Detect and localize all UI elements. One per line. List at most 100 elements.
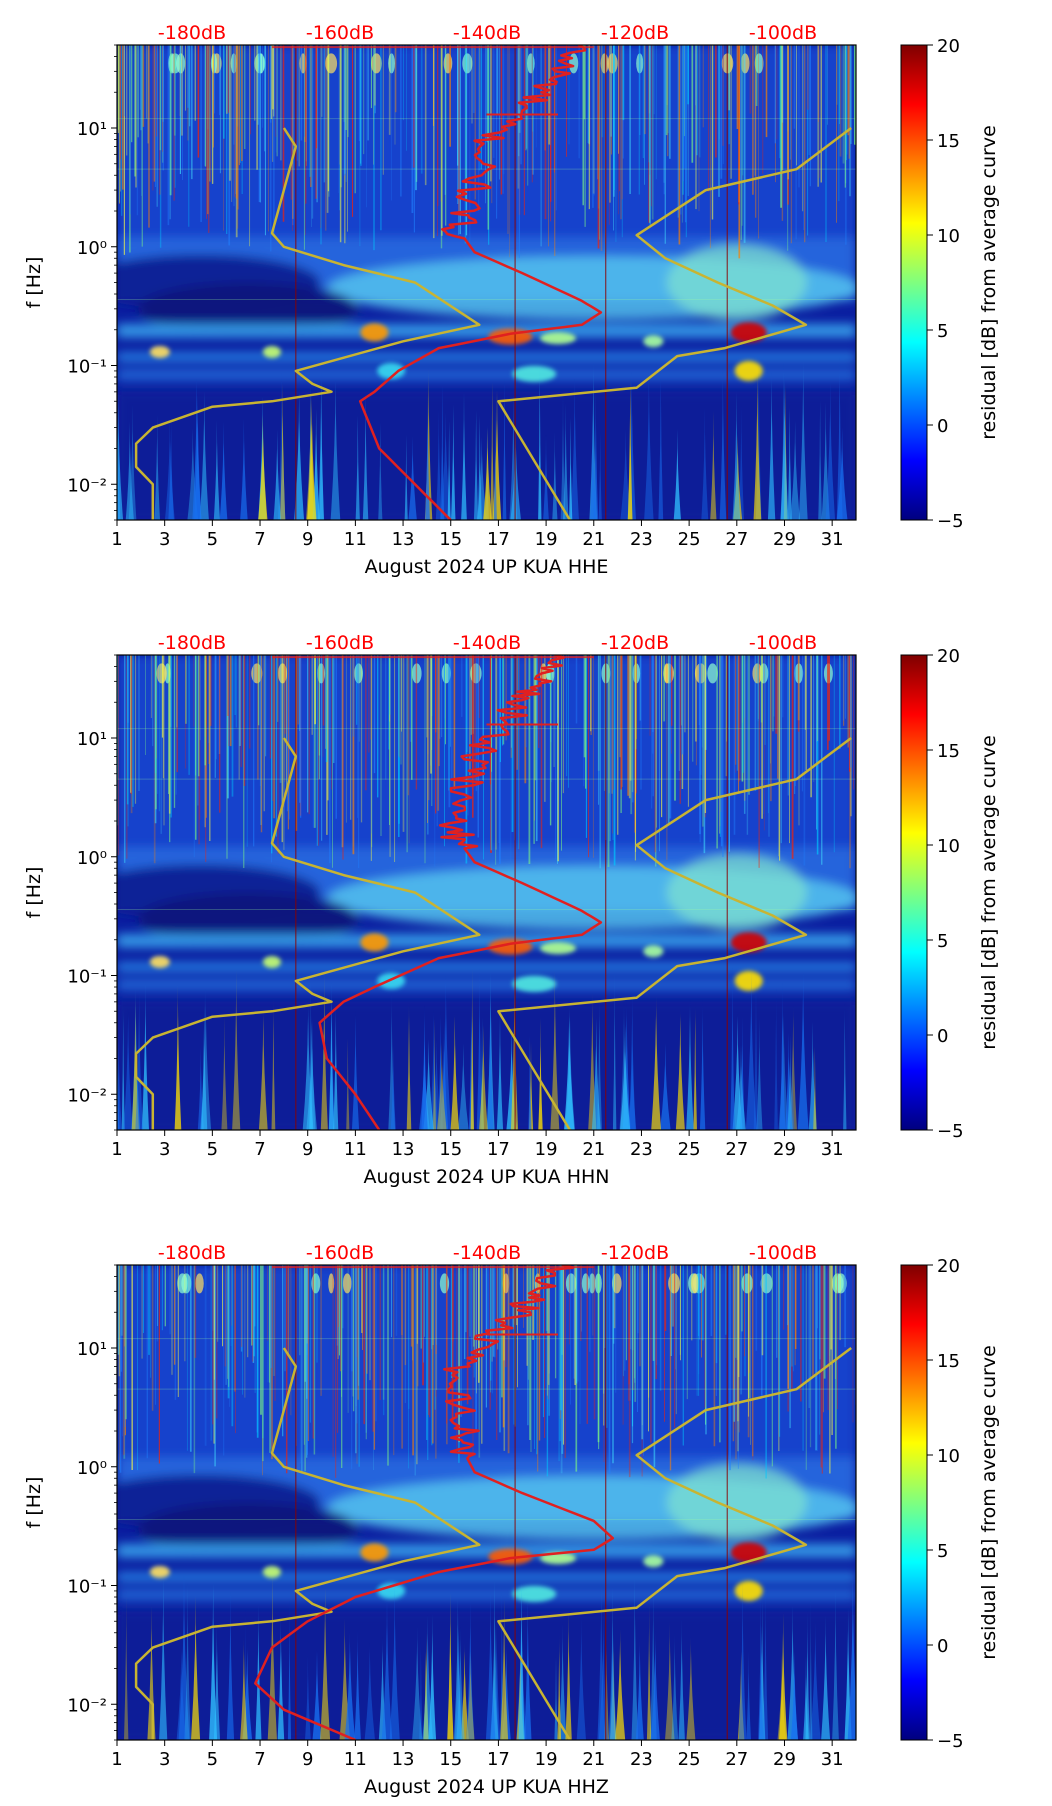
colorbar-tick-label: 0 bbox=[937, 1026, 948, 1047]
x-tick-label: 19 bbox=[535, 529, 558, 550]
spectrogram-panel-hhz: 1 3 5 7 9 11 13 15 17 19 21 23 25 27 29 3110⁻²10⁻¹10⁰10… bbox=[23, 1242, 860, 1798]
y-tick-label: 10⁰ bbox=[77, 1458, 107, 1479]
colorbar-tick-label: 20 bbox=[937, 646, 960, 667]
colorbar-tick-label: −5 bbox=[937, 1731, 964, 1752]
x-tick-label: 9 bbox=[302, 1139, 313, 1160]
x-axis-label: August 2024 UP KUA HHE bbox=[365, 556, 609, 578]
x-axis-label: August 2024 UP KUA HHZ bbox=[364, 1776, 609, 1798]
y-tick-label: 10⁻² bbox=[67, 1085, 107, 1106]
colorbar-tick-label: 0 bbox=[937, 416, 948, 437]
x-tick-label: 13 bbox=[392, 1139, 415, 1160]
y-tick-label: 10⁻² bbox=[67, 475, 107, 496]
y-tick-label: 10¹ bbox=[77, 1339, 107, 1360]
x-tick-label: 31 bbox=[821, 1749, 844, 1770]
y-tick-label: 10⁻¹ bbox=[67, 1577, 107, 1598]
x-tick-label: 15 bbox=[439, 1139, 462, 1160]
y-axis-label: f [Hz] bbox=[23, 1477, 45, 1529]
db-level-label: -160dB bbox=[306, 632, 374, 654]
db-level-label: -100dB bbox=[749, 1242, 817, 1264]
colorbar-tick-label: 5 bbox=[937, 931, 948, 952]
x-tick-label: 29 bbox=[773, 1749, 796, 1770]
x-tick-label: 31 bbox=[821, 1139, 844, 1160]
x-tick-label: 11 bbox=[344, 1749, 367, 1770]
x-tick-label: 11 bbox=[344, 1139, 367, 1160]
x-tick-label: 13 bbox=[392, 1749, 415, 1770]
spectrogram-panel-hhe: 1 3 5 7 9 11 13 15 17 19 21 23 25 27 29 3110⁻²10⁻¹10⁰10… bbox=[23, 22, 860, 578]
colorbar-tick-label: 0 bbox=[937, 1636, 948, 1657]
x-tick-label: 3 bbox=[159, 529, 170, 550]
x-tick-label: 21 bbox=[582, 1139, 605, 1160]
x-tick-label: 3 bbox=[159, 1749, 170, 1770]
spectrogram-heatmap bbox=[80, 1265, 859, 1740]
colorbar: 20 15 10 5 0 −5 residual [dB] from average cur… bbox=[901, 1256, 1000, 1752]
colorbar-tick-label: 10 bbox=[937, 1446, 960, 1467]
x-tick-label: 19 bbox=[535, 1139, 558, 1160]
spectrogram-panel-hhn: 1 3 5 7 9 11 13 15 17 19 21 23 25 27 29 3110⁻²10⁻¹10⁰10… bbox=[23, 632, 860, 1188]
x-tick-label: 21 bbox=[582, 1749, 605, 1770]
x-tick-label: 25 bbox=[678, 1749, 701, 1770]
y-tick-label: 10⁻¹ bbox=[67, 357, 107, 378]
colorbar-label: residual [dB] from average curve bbox=[978, 1345, 1000, 1660]
colorbar-tick-label: 10 bbox=[937, 226, 960, 247]
x-tick-label: 1 bbox=[111, 529, 122, 550]
x-tick-label: 29 bbox=[773, 529, 796, 550]
spectrogram-heatmap bbox=[80, 45, 859, 520]
y-tick-label: 10⁻² bbox=[67, 1695, 107, 1716]
y-axis-label: f [Hz] bbox=[23, 257, 45, 309]
db-level-label: -100dB bbox=[749, 632, 817, 654]
db-level-label: -180dB bbox=[158, 22, 226, 44]
x-tick-label: 27 bbox=[725, 1139, 748, 1160]
x-tick-label: 3 bbox=[159, 1139, 170, 1160]
x-tick-label: 7 bbox=[254, 529, 265, 550]
db-level-label: -140dB bbox=[453, 632, 521, 654]
colorbar-gradient bbox=[901, 1265, 927, 1740]
x-tick-label: 9 bbox=[302, 1749, 313, 1770]
x-tick-label: 27 bbox=[725, 529, 748, 550]
x-tick-label: 9 bbox=[302, 529, 313, 550]
colorbar-tick-label: 15 bbox=[937, 1351, 960, 1372]
db-level-label: -100dB bbox=[749, 22, 817, 44]
x-tick-label: 5 bbox=[207, 1749, 218, 1770]
x-tick-label: 13 bbox=[392, 529, 415, 550]
colorbar-label: residual [dB] from average curve bbox=[978, 735, 1000, 1050]
y-tick-label: 10⁰ bbox=[77, 238, 107, 259]
colorbar-label: residual [dB] from average curve bbox=[978, 125, 1000, 440]
colorbar-tick-label: 20 bbox=[937, 1256, 960, 1277]
colorbar-tick-label: −5 bbox=[937, 1121, 964, 1142]
x-tick-label: 17 bbox=[487, 1749, 510, 1770]
x-tick-label: 21 bbox=[582, 529, 605, 550]
x-tick-label: 11 bbox=[344, 529, 367, 550]
x-tick-label: 7 bbox=[254, 1139, 265, 1160]
db-level-label: -160dB bbox=[306, 1242, 374, 1264]
y-tick-label: 10¹ bbox=[77, 729, 107, 750]
x-tick-label: 15 bbox=[439, 1749, 462, 1770]
x-tick-label: 23 bbox=[630, 1139, 653, 1160]
colorbar-tick-label: 5 bbox=[937, 321, 948, 342]
x-tick-label: 25 bbox=[678, 1139, 701, 1160]
colorbar-gradient bbox=[901, 45, 927, 520]
x-tick-label: 15 bbox=[439, 529, 462, 550]
colorbar-gradient bbox=[901, 655, 927, 1130]
x-tick-label: 31 bbox=[821, 529, 844, 550]
x-tick-label: 1 bbox=[111, 1139, 122, 1160]
db-level-label: -120dB bbox=[601, 632, 669, 654]
db-level-label: -140dB bbox=[453, 22, 521, 44]
db-level-label: -120dB bbox=[601, 22, 669, 44]
db-level-label: -160dB bbox=[306, 22, 374, 44]
spectrogram-heatmap bbox=[80, 655, 859, 1130]
colorbar-tick-label: 15 bbox=[937, 741, 960, 762]
db-level-label: -140dB bbox=[453, 1242, 521, 1264]
x-tick-label: 1 bbox=[111, 1749, 122, 1770]
x-tick-label: 5 bbox=[207, 1139, 218, 1160]
y-tick-label: 10¹ bbox=[77, 119, 107, 140]
colorbar-tick-label: 5 bbox=[937, 1541, 948, 1562]
colorbar: 20 15 10 5 0 −5 residual [dB] from average cur… bbox=[901, 36, 1000, 532]
x-tick-label: 7 bbox=[254, 1749, 265, 1770]
x-tick-label: 17 bbox=[487, 1139, 510, 1160]
colorbar-tick-label: 20 bbox=[937, 36, 960, 57]
colorbar-tick-label: 15 bbox=[937, 131, 960, 152]
db-level-label: -180dB bbox=[158, 1242, 226, 1264]
y-tick-label: 10⁰ bbox=[77, 848, 107, 869]
x-tick-label: 25 bbox=[678, 529, 701, 550]
x-axis-label: August 2024 UP KUA HHN bbox=[363, 1166, 609, 1188]
